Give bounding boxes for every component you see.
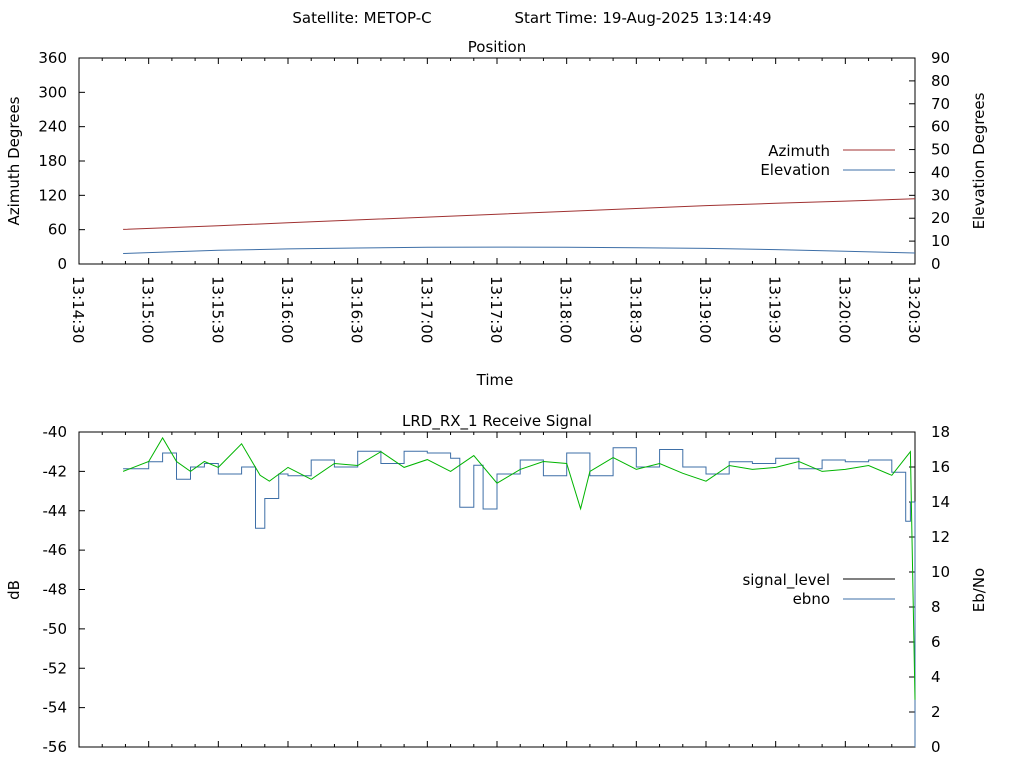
start-time-label: Start Time: 19-Aug-2025 13:14:49: [514, 9, 771, 27]
db-tick-label: -46: [43, 541, 68, 559]
signal-title: LRD_RX_1 Receive Signal: [402, 412, 592, 431]
signal-legend: signal_level ebno: [742, 571, 895, 608]
db-tick-label: -48: [43, 581, 68, 599]
position-lines: [123, 198, 916, 254]
time-tick-label: 13:20:00: [835, 276, 853, 343]
db-tick-label: -56: [43, 738, 68, 756]
legend-elevation-label: Elevation: [760, 161, 830, 179]
time-tick-label: 13:14:30: [69, 276, 87, 343]
time-tick-label: 13:16:00: [278, 276, 296, 343]
azimuth-axis-label: Azimuth Degrees: [5, 96, 23, 225]
azimuth-tick-label: 240: [38, 118, 67, 136]
elevation-tick-label: 60: [931, 118, 950, 136]
time-tick-label: 13:18:30: [626, 276, 644, 343]
signal-level-series-line: [122, 436, 916, 700]
position-title: Position: [468, 38, 526, 56]
db-tick-label: -42: [43, 462, 68, 480]
ebno-tick-label: 2: [931, 703, 941, 721]
ebno-tick-label: 16: [931, 458, 950, 476]
satellite-label: Satellite: METOP-C: [292, 9, 431, 27]
ebno-tick-label: 8: [931, 598, 941, 616]
legend-ebno-label: ebno: [793, 590, 830, 608]
azimuth-tick-label: 180: [38, 152, 67, 170]
db-tick-label: -50: [43, 620, 68, 638]
elevation-tick-label: 30: [931, 186, 950, 204]
time-tick-label: 13:18:00: [557, 276, 575, 343]
legend-azimuth-label: Azimuth: [768, 142, 830, 160]
elevation-series-line: [123, 246, 916, 254]
elevation-tick-label: 80: [931, 72, 950, 90]
signal-lines: [122, 436, 916, 747]
ebno-tick-label: 4: [931, 668, 941, 686]
time-tick-label: 13:15:00: [139, 276, 157, 343]
position-chart: Position 0 60 120 180 240 300 360 0 10 20 30 40 50 60…: [5, 38, 988, 389]
azimuth-tick-label: 360: [38, 49, 67, 67]
azimuth-tick-label: 0: [57, 255, 67, 273]
ebno-tick-label: 12: [931, 528, 950, 546]
ebno-tick-label: 10: [931, 563, 950, 581]
time-tick-label: 13:17:00: [417, 276, 435, 343]
time-tick-label: 13:20:30: [905, 276, 923, 343]
ebno-series-line: [123, 447, 916, 747]
db-axis-label: dB: [5, 580, 23, 600]
time-tick-label: 13:16:30: [348, 276, 366, 343]
time-axis-label: Time: [476, 371, 514, 389]
azimuth-tick-label: 60: [48, 221, 67, 239]
db-tick-label: -44: [43, 502, 68, 520]
ebno-axis-label: Eb/No: [970, 568, 988, 612]
position-legend: Azimuth Elevation: [760, 142, 895, 179]
azimuth-tick-label: 300: [38, 83, 67, 101]
time-tick-label: 13:17:30: [487, 276, 505, 343]
signal-chart: LRD_RX_1 Receive Signal -56-54-52-50-48-…: [5, 412, 988, 756]
elevation-axis-label: Elevation Degrees: [970, 92, 988, 229]
db-tick-label: -54: [43, 699, 68, 717]
ebno-tick-label: 0: [931, 738, 941, 756]
ebno-tick-label: 6: [931, 633, 941, 651]
db-tick-label: -52: [43, 659, 68, 677]
ebno-tick-label: 18: [931, 423, 950, 441]
azimuth-series-line: [123, 198, 916, 230]
elevation-tick-label: 40: [931, 163, 950, 181]
elevation-tick-label: 0: [931, 255, 941, 273]
azimuth-tick-label: 120: [38, 186, 67, 204]
time-tick-label: 13:19:30: [766, 276, 784, 343]
elevation-tick-label: 20: [931, 209, 950, 227]
time-tick-label: 13:15:30: [208, 276, 226, 343]
ebno-tick-label: 14: [931, 493, 950, 511]
elevation-tick-label: 90: [931, 49, 950, 67]
position-ticks: 0 60 120 180 240 300 360 0 10 20 30 40 50 60 70 80 90 13:…: [38, 49, 950, 343]
elevation-tick-label: 50: [931, 141, 950, 159]
elevation-tick-label: 10: [931, 232, 950, 250]
db-tick-label: -40: [43, 423, 68, 441]
elevation-tick-label: 70: [931, 95, 950, 113]
time-tick-label: 13:19:00: [696, 276, 714, 343]
signal-ticks: -56 -54 -52 -50 -48 -46 -44 -42 -40 0 2 4 6 8 10 12 14 16…: [43, 423, 951, 756]
legend-signal-level-label: signal_level: [742, 571, 830, 590]
